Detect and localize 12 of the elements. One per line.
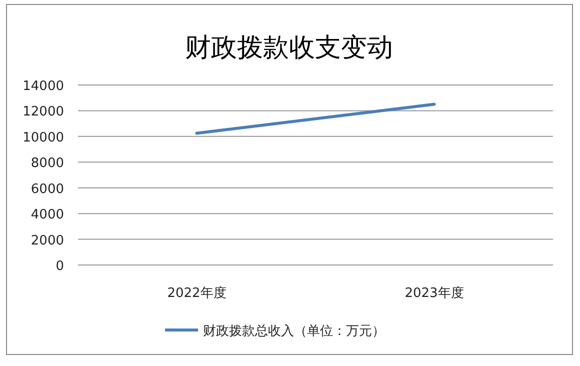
x-tick-label: 2023年度 [404, 285, 464, 301]
y-tick-label: 6000 [30, 182, 64, 197]
y-tick-label: 2000 [30, 233, 64, 248]
y-tick-label: 0 [56, 259, 64, 274]
legend-label: 财政拨款总收入（单位：万元） [203, 324, 385, 339]
y-tick-label: 14000 [22, 79, 64, 94]
y-tick-label: 4000 [30, 208, 64, 223]
y-tick-label: 12000 [22, 104, 64, 120]
x-tick-label: 2022年度 [167, 285, 226, 301]
y-tick-label: 10000 [22, 130, 64, 146]
y-tick-label: 8000 [30, 156, 64, 172]
chart-title: 财政拨款收支变动 [185, 33, 393, 63]
